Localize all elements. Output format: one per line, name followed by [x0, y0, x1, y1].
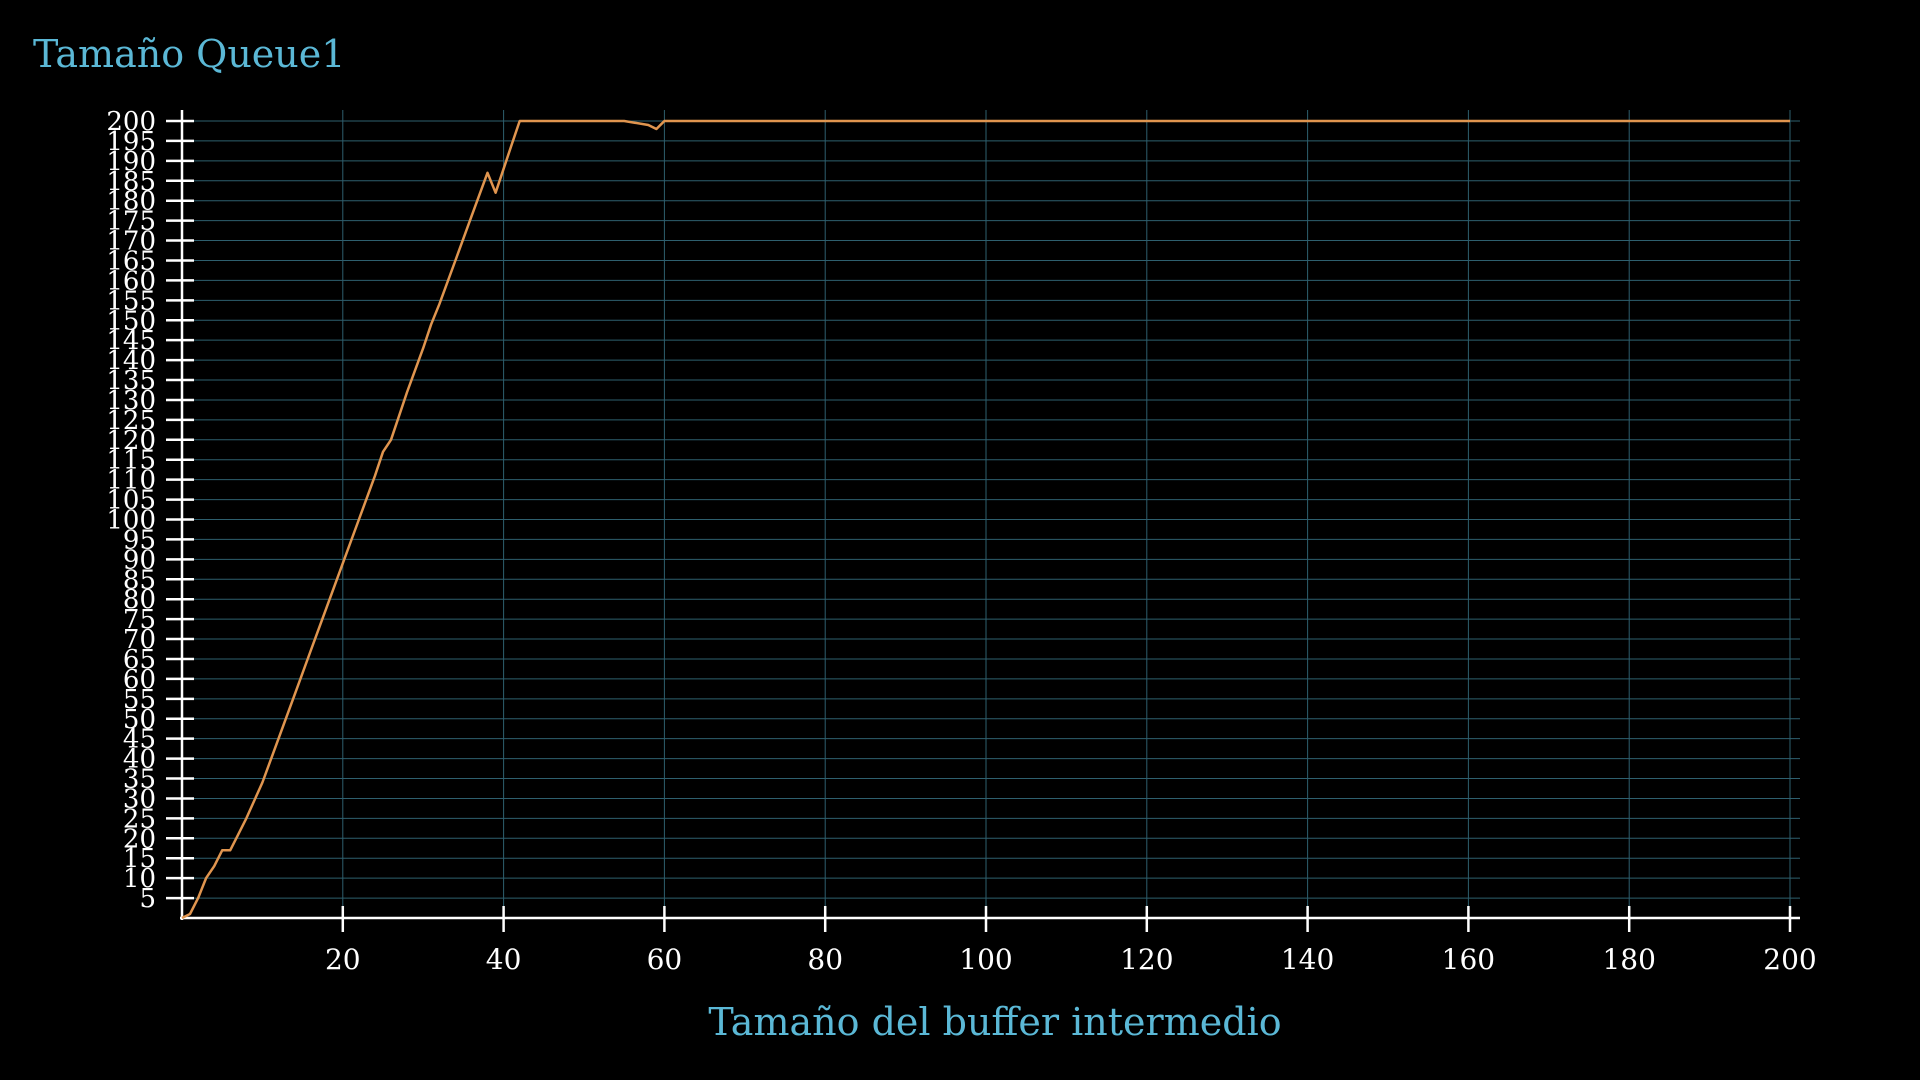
x-tick-label: 120 [1120, 943, 1173, 976]
y-tick-label: 25 [123, 804, 156, 834]
y-tick-label: 50 [123, 705, 156, 735]
y-tick-label: 195 [106, 127, 156, 157]
tick-labels: 5101520253035404550556065707580859095100… [106, 107, 1816, 976]
y-tick-label: 40 [123, 745, 156, 775]
y-tick-label: 90 [123, 545, 156, 575]
y-tick-label: 35 [123, 765, 156, 795]
y-tick-label: 100 [106, 506, 156, 536]
series-layer [181, 119, 1790, 920]
y-tick-label: 170 [106, 227, 156, 257]
x-tick-label: 60 [647, 943, 683, 976]
series-line-0 [181, 119, 1790, 920]
y-tick-label: 200 [106, 107, 156, 137]
y-tick-label: 155 [106, 286, 156, 316]
y-tick-label: 55 [123, 685, 156, 715]
y-tick-label: 5 [139, 884, 156, 914]
y-tick-label: 120 [106, 426, 156, 456]
chart-title: Tamaño Queue1 [33, 32, 346, 76]
y-tick-label: 180 [106, 187, 156, 217]
y-tick-label: 65 [123, 645, 156, 675]
y-tick-label: 140 [106, 346, 156, 376]
y-tick-label: 110 [106, 466, 156, 496]
x-tick-label: 140 [1281, 943, 1334, 976]
y-tick-label: 135 [106, 366, 156, 396]
y-tick-label: 175 [106, 207, 156, 237]
y-tick-label: 165 [106, 246, 156, 276]
y-tick-label: 145 [106, 326, 156, 356]
x-tick-label: 160 [1442, 943, 1495, 976]
x-tick-label: 100 [959, 943, 1012, 976]
y-tick-label: 125 [106, 406, 156, 436]
y-tick-label: 105 [106, 486, 156, 516]
y-tick-label: 30 [123, 784, 156, 814]
y-tick-label: 20 [123, 824, 156, 854]
x-tick-label: 20 [325, 943, 361, 976]
x-tick-label: 200 [1763, 943, 1816, 976]
x-tick-label: 80 [807, 943, 843, 976]
y-tick-label: 95 [123, 525, 156, 555]
y-tick-label: 45 [123, 725, 156, 755]
x-tick-label: 180 [1602, 943, 1655, 976]
y-tick-label: 85 [123, 565, 156, 595]
x-tick-label: 40 [486, 943, 522, 976]
y-tick-label: 15 [123, 844, 156, 874]
y-tick-label: 190 [106, 147, 156, 177]
y-tick-label: 80 [123, 585, 156, 615]
y-tick-label: 75 [123, 605, 156, 635]
y-tick-label: 130 [106, 386, 156, 416]
grid-lines [182, 110, 1800, 918]
y-tick-label: 150 [106, 306, 156, 336]
y-tick-label: 60 [123, 665, 156, 695]
tick-marks [166, 119, 1792, 932]
y-tick-label: 10 [123, 864, 156, 894]
y-tick-label: 185 [106, 167, 156, 197]
y-tick-label: 160 [106, 266, 156, 296]
x-axis-label: Tamaño del buffer intermedio [708, 1000, 1282, 1044]
y-tick-label: 70 [123, 625, 156, 655]
axes [180, 110, 1800, 920]
y-tick-label: 115 [106, 446, 156, 476]
